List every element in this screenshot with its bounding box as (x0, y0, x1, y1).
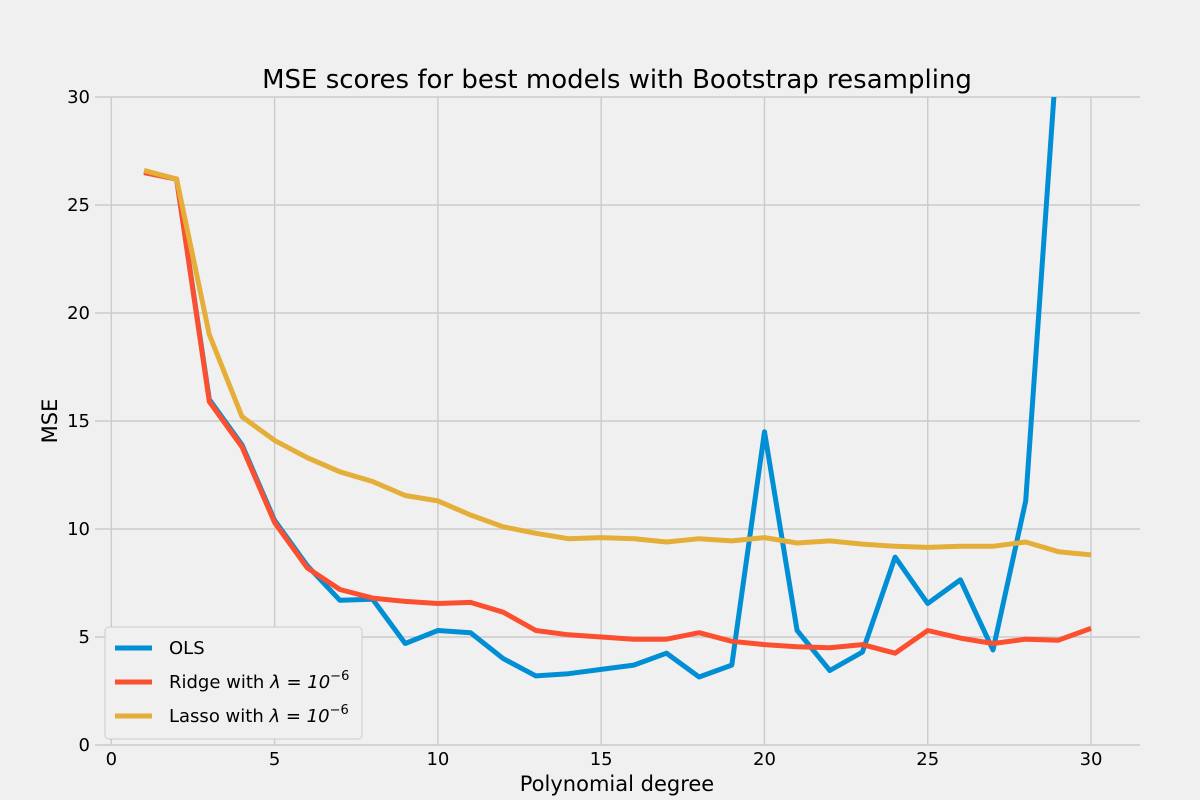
y-tick-label: 10 (67, 519, 90, 540)
x-tick-label: 5 (269, 749, 280, 770)
y-tick-label: 30 (67, 87, 90, 108)
y-tick-label: 0 (79, 735, 90, 756)
legend-entry-2: Ridge with λ = 10−6 (169, 669, 349, 693)
y-tick-label: 20 (67, 303, 90, 324)
series-line-3 (143, 167, 1092, 558)
y-tick-label: 15 (67, 411, 90, 432)
x-tick-label: 15 (590, 749, 613, 770)
legend-box (104, 626, 363, 740)
series-line-2 (143, 170, 1092, 656)
x-tick-label: 0 (106, 749, 117, 770)
legend-entry-3: Lasso with λ = 10−6 (169, 703, 349, 727)
series-lines (143, 97, 1092, 680)
chart-title: MSE scores for best models with Bootstra… (262, 65, 972, 95)
tick-labels: 0 5 10 15 20 25 30 0 5 10 15 20 25 30 (67, 87, 1102, 770)
y-tick-label: 25 (67, 195, 90, 216)
legend: OLS Ridge with λ = 10−6 Lasso with λ = 10−… (104, 626, 363, 740)
y-axis-label: MSE (38, 399, 62, 444)
x-tick-label: 10 (426, 749, 449, 770)
x-tick-label: 20 (753, 749, 776, 770)
y-tick-label: 5 (79, 627, 90, 648)
x-axis-label: Polynomial degree (520, 772, 714, 796)
x-tick-label: 30 (1080, 749, 1103, 770)
legend-entry-1: OLS (169, 638, 205, 659)
x-tick-label: 25 (916, 749, 939, 770)
